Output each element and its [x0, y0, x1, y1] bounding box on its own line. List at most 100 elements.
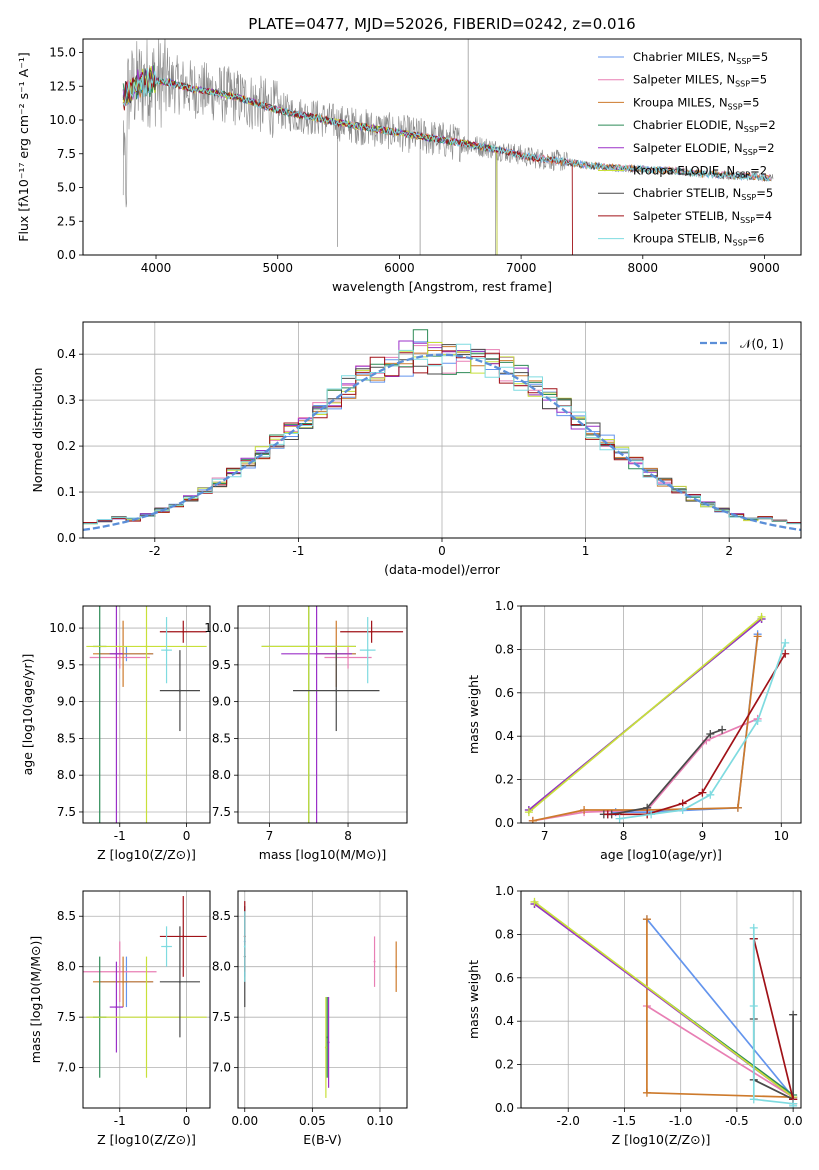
legend-label-rest: =6 — [748, 232, 765, 246]
legend-label-rest: =4 — [755, 209, 772, 223]
y-tick-label: 0.6 — [495, 971, 514, 985]
y-tick-label: 7.5 — [212, 1010, 231, 1024]
legend-label: 𝒩(0, 1) — [740, 337, 784, 351]
weight-marker — [580, 805, 589, 814]
x-axis-label: mass [log10(M/M⊙)] — [259, 847, 387, 862]
axes-frame — [237, 890, 408, 1109]
figure-title: PLATE=0477, MJD=52026, FIBERID=0242, z=0… — [248, 15, 635, 33]
y-axis-label: Flux [fλ10⁻¹⁷ erg cm⁻² s⁻¹ A⁻¹] — [16, 52, 31, 241]
data-point — [243, 945, 246, 948]
data-point — [366, 649, 369, 652]
data-point — [178, 980, 181, 983]
y-tick-label: 1.0 — [495, 884, 514, 898]
x-tick-label: 0.0 — [784, 1114, 803, 1128]
axes-spectrum: 4000 5000 6000 7000 8000 9000 0.0 2.5 5.0 7.5 10.0… — [16, 38, 802, 294]
legend-label: Chabrier MILES, NSSP=5 — [633, 50, 768, 66]
axes-frame — [520, 890, 802, 1109]
legend-subscript: SSP — [740, 216, 755, 225]
data-point — [307, 645, 310, 648]
y-tick-label: 8.0 — [57, 960, 76, 974]
legend-label: Salpeter STELIB, NSSP=4 — [633, 209, 772, 225]
model-spectrum-line — [122, 67, 771, 182]
x-tick-label: 10 — [774, 829, 789, 843]
legend-label: Salpeter MILES, NSSP=5 — [633, 73, 767, 89]
model-spectrum-line — [122, 65, 498, 255]
weight-line — [607, 634, 759, 816]
spectrum-legend: Chabrier MILES, NSSP=5 Salpeter MILES, NS… — [598, 50, 776, 248]
plot-area-residuals — [83, 329, 801, 532]
plot-area-age-vs-mass — [261, 606, 404, 823]
axes-frame — [82, 605, 211, 824]
legend-label: Kroupa ELODIE, NSSP=2 — [633, 164, 767, 180]
axes-age-vs-mass: 7 8 7.5 8.0 8.5 9.0 9.5 10.0 mass [log10(M/M⊙)] — [204, 605, 408, 862]
plot-area-age-vs-Z — [86, 606, 207, 823]
y-tick-label: 0.0 — [57, 248, 76, 262]
legend-label: Kroupa STELIB, NSSP=6 — [633, 232, 764, 248]
y-tick-label: 7.0 — [57, 1061, 76, 1075]
y-tick-label: 0.8 — [495, 642, 514, 656]
x-tick-label: 0.10 — [367, 1114, 394, 1128]
weight-marker — [749, 923, 758, 932]
y-tick-label: 8.5 — [57, 909, 76, 923]
x-tick-label: 0.05 — [299, 1114, 326, 1128]
x-tick-label: 0 — [438, 544, 446, 558]
y-tick-label: 0.0 — [495, 1101, 514, 1115]
y-tick-label: 0.6 — [495, 686, 514, 700]
x-tick-label: -1 — [292, 544, 304, 558]
legend-label-rest: =2 — [750, 164, 767, 178]
y-tick-label: 7.5 — [57, 805, 76, 819]
data-point — [182, 935, 185, 938]
y-tick-label: 8.0 — [212, 768, 231, 782]
y-tick-label: 0.0 — [495, 816, 514, 830]
x-tick-label: 7000 — [506, 261, 537, 275]
x-tick-label: 8 — [620, 829, 628, 843]
weight-marker — [789, 1010, 798, 1019]
axes-frame — [520, 605, 802, 824]
data-point — [122, 980, 125, 983]
x-axis-label: (data-model)/error — [384, 562, 501, 577]
weight-marker — [789, 1101, 798, 1108]
legend-label-rest: =5 — [751, 50, 768, 64]
y-tick-label: 8.5 — [212, 731, 231, 745]
y-tick-label: 7.5 — [57, 147, 76, 161]
y-tick-label: 9.0 — [212, 695, 231, 709]
data-point — [324, 1046, 327, 1049]
weight-marker — [781, 649, 790, 658]
y-tick-label: 8.5 — [57, 731, 76, 745]
y-tick-label: 1.0 — [495, 599, 514, 613]
y-tick-label: 0.0 — [57, 531, 76, 545]
gaussian-curve — [83, 353, 801, 532]
y-tick-label: 9.0 — [57, 695, 76, 709]
plot-area-weight-vs-age — [524, 612, 790, 823]
legend-subscript: SSP — [744, 125, 759, 134]
weight-marker — [642, 1088, 651, 1097]
x-tick-label: 7 — [266, 829, 274, 843]
data-point — [118, 970, 121, 973]
x-axis-label: Z [log10(Z/Z⊙)] — [97, 1132, 196, 1147]
legend-label-rest: =2 — [759, 118, 776, 132]
legend-subscript: SSP — [735, 80, 750, 89]
axes-frame — [82, 38, 802, 256]
data-point — [115, 652, 118, 655]
axes-frame — [82, 321, 802, 539]
residual-legend: 𝒩(0, 1) — [700, 337, 784, 351]
weight-marker — [733, 803, 742, 812]
y-tick-label: 7.5 — [57, 1010, 76, 1024]
x-tick-label: 0.00 — [231, 1114, 258, 1128]
axes-age-vs-Z: -1 0 7.5 8.0 8.5 9.0 9.5 10.0 Z [log10(Z/Z⊙)] age… — [20, 605, 211, 862]
data-point — [395, 965, 398, 968]
weight-line — [532, 636, 759, 822]
weight-line — [646, 1005, 794, 1100]
data-point — [327, 1041, 330, 1044]
y-tick-label: 8.0 — [212, 960, 231, 974]
x-tick-label: 0 — [183, 829, 191, 843]
y-tick-label: 5.0 — [57, 181, 76, 195]
x-tick-label: 1 — [582, 544, 590, 558]
y-tick-label: 10.0 — [49, 113, 76, 127]
x-tick-label: 6000 — [384, 261, 415, 275]
y-tick-label: 0.4 — [495, 1014, 514, 1028]
data-point — [326, 1036, 329, 1039]
x-axis-label: Z [log10(Z/Z⊙)] — [97, 847, 196, 862]
weight-marker — [615, 814, 624, 823]
weight-marker — [718, 725, 727, 734]
